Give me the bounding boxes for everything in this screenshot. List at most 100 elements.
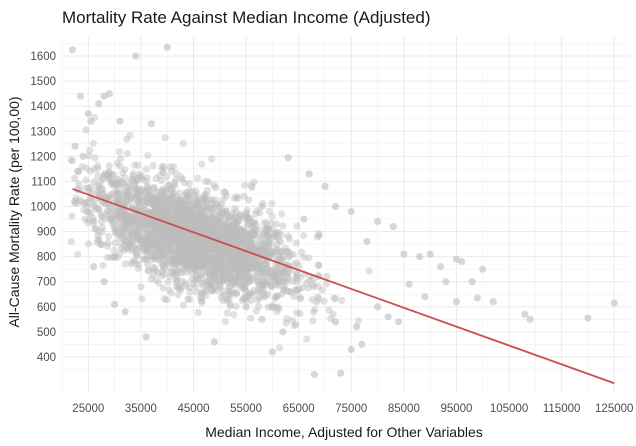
data-point [212,248,220,256]
data-point [242,256,250,264]
data-point [205,225,213,233]
data-point [183,213,191,221]
data-point [374,303,382,311]
data-point [185,295,193,303]
data-point [264,269,272,277]
data-point [194,220,202,228]
data-point [239,251,247,259]
data-point [275,229,283,237]
data-point [195,222,203,231]
data-point [279,268,287,276]
data-point [160,270,168,278]
data-point [194,263,202,271]
data-point [305,254,313,262]
data-point [178,215,187,223]
data-point [179,220,187,228]
data-point [183,257,191,265]
data-point [269,233,277,241]
data-point [223,223,231,231]
data-point [244,230,252,238]
data-point [489,298,497,306]
data-point [174,232,182,240]
data-point [196,220,204,228]
data-point [235,267,243,275]
data-point [183,249,191,257]
data-point [81,184,89,192]
data-point [247,314,255,322]
data-point [130,242,138,250]
data-point [248,235,256,243]
data-point [134,161,142,169]
data-point [100,214,108,222]
data-point [161,210,169,218]
data-point [119,169,127,177]
data-point [108,216,116,225]
x-tick-label: 85000 [388,403,420,415]
data-point [220,260,228,268]
data-point [185,256,193,264]
data-point [181,238,189,246]
data-point [193,271,201,279]
data-point [246,263,254,271]
data-point [169,248,177,256]
data-point [150,184,158,192]
data-point [182,236,190,245]
data-point [184,219,192,228]
data-point [156,171,164,180]
data-point [184,241,193,249]
data-point [184,214,192,222]
data-point [165,198,173,206]
data-point [152,227,160,235]
data-point [238,231,246,239]
data-point [166,205,174,213]
data-point [239,226,247,234]
data-point [234,271,242,279]
data-point [147,220,156,228]
data-point [169,234,177,242]
data-point [84,240,93,248]
data-point [119,207,127,215]
data-point [133,252,141,260]
data-point [147,120,155,128]
data-point [246,239,255,247]
data-point [260,290,268,298]
data-point [198,263,207,272]
data-point [192,272,200,280]
data-point [221,247,229,255]
data-point [152,267,160,275]
data-point [189,220,197,228]
data-point [314,261,322,269]
data-point [272,247,281,255]
data-point [177,218,185,226]
data-point [177,246,185,254]
data-point [197,222,205,230]
data-point [196,210,205,218]
data-point [318,286,326,294]
data-point [181,239,189,247]
data-point [193,257,201,266]
data-point [184,199,192,207]
data-point [177,229,186,237]
data-point [160,261,168,269]
data-point [158,212,166,220]
data-point [68,212,76,220]
data-point [202,220,210,229]
data-point [199,228,207,236]
data-point [141,236,149,244]
data-point [275,265,283,274]
data-point [240,250,248,258]
data-point [74,167,82,175]
data-point [94,204,102,212]
data-point [222,225,230,233]
data-point [213,263,221,271]
data-point [106,176,114,184]
data-point [242,251,250,260]
data-point [187,198,195,206]
data-point [134,189,142,198]
data-point [110,224,118,232]
data-point [212,264,221,272]
data-point [214,287,222,295]
data-point [125,187,133,195]
data-point [194,258,202,266]
data-point [175,244,183,252]
